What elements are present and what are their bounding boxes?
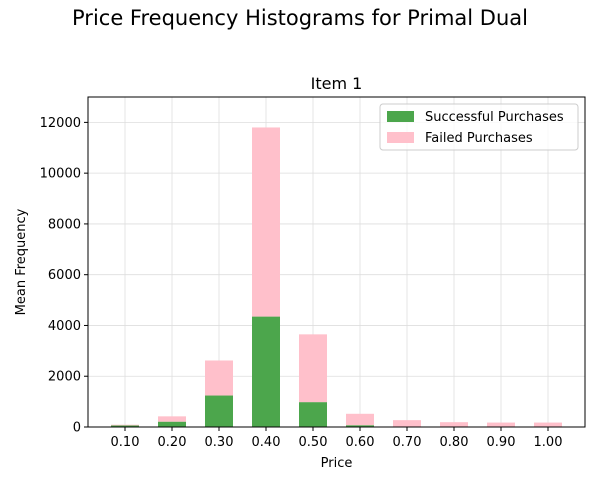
bar-successful: [252, 316, 280, 427]
bar-successful: [158, 421, 186, 427]
bar-failed: [487, 422, 515, 427]
y-tick-label: 0: [73, 421, 81, 436]
y-axis-ticks: 0 2000 4000 6000 8000 10000 12000: [40, 116, 88, 436]
y-tick-label: 4000: [48, 319, 81, 334]
bar-successful: [299, 402, 327, 427]
bar-failed: [440, 422, 468, 427]
y-tick-label: 12000: [40, 116, 81, 131]
bars: [111, 127, 562, 427]
figure-title: Price Frequency Histograms for Primal Du…: [72, 6, 528, 30]
x-tick-label: 0.40: [252, 435, 281, 450]
x-tick-label: 0.90: [487, 435, 516, 450]
y-axis-label: Mean Frequency: [14, 208, 29, 315]
bar-successful: [205, 395, 233, 427]
legend-label: Successful Purchases: [425, 110, 564, 125]
legend-label: Failed Purchases: [425, 131, 533, 146]
x-tick-label: 0.60: [346, 435, 375, 450]
legend-box: [379, 103, 579, 151]
y-tick-label: 2000: [48, 370, 81, 385]
bar-successful: [111, 425, 139, 427]
y-tick-label: 8000: [48, 217, 81, 232]
y-tick-label: 10000: [40, 167, 81, 182]
bar-failed: [252, 127, 280, 317]
bar-failed: [111, 424, 139, 426]
x-axis-ticks: 0.10 0.20 0.30 0.40 0.50 0.60 0.70 0.80 0.90 1.00: [111, 427, 563, 450]
bar-failed: [393, 420, 421, 427]
y-tick-label: 6000: [48, 268, 81, 283]
x-tick-label: 0.20: [158, 435, 187, 450]
bar-failed: [158, 416, 186, 422]
x-tick-label: 0.70: [393, 435, 422, 450]
bar-failed: [534, 422, 562, 427]
bar-failed: [299, 334, 327, 403]
x-tick-label: 0.50: [299, 435, 328, 450]
chart-title: Item 1: [311, 74, 363, 93]
x-tick-label: 0.30: [205, 435, 234, 450]
bar-failed: [205, 360, 233, 396]
legend-swatch: [387, 132, 414, 143]
legend-swatch: [387, 111, 414, 122]
x-tick-label: 1.00: [534, 435, 563, 450]
legend: Successful Purchases Failed Purchases: [379, 103, 579, 151]
bar-successful: [346, 425, 374, 427]
x-tick-label: 0.10: [111, 435, 140, 450]
plot-frame: [87, 96, 586, 428]
bar-failed: [346, 413, 374, 426]
x-axis-label: Price: [321, 456, 353, 471]
x-tick-label: 0.80: [440, 435, 469, 450]
